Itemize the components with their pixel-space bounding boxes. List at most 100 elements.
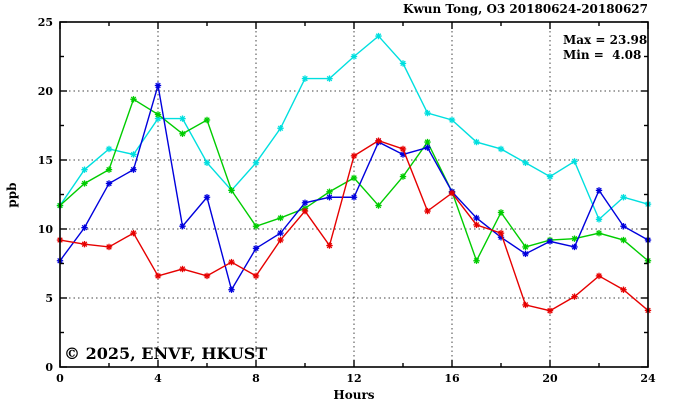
marker-stroke — [106, 146, 112, 152]
marker-stroke — [326, 188, 333, 195]
series-green-point — [179, 130, 186, 137]
series-green-point — [81, 180, 88, 187]
series-green-point — [277, 214, 284, 222]
marker-stroke — [620, 194, 627, 201]
series-red-point — [399, 145, 407, 153]
marker-stroke — [375, 137, 382, 144]
series-red-point — [277, 236, 284, 244]
x-tick-label: 16 — [444, 372, 460, 385]
marker-stroke — [253, 159, 259, 166]
series-red-point — [252, 272, 260, 280]
series-green-point — [620, 236, 627, 244]
marker-stroke — [596, 273, 602, 279]
marker-stroke — [473, 139, 480, 145]
y-tick-label: 5 — [45, 292, 53, 305]
series-blue — [56, 82, 652, 293]
marker-stroke — [204, 159, 210, 166]
marker-stroke — [106, 180, 112, 187]
marker-stroke — [130, 96, 137, 103]
series-red-point — [595, 272, 603, 280]
marker-stroke — [449, 117, 455, 123]
x-tick-label: 20 — [542, 372, 558, 385]
marker-stroke — [620, 223, 627, 230]
series-cyan-point — [448, 116, 456, 124]
marker-stroke — [326, 75, 333, 82]
series-blue-point — [228, 286, 235, 293]
marker-stroke — [326, 242, 333, 249]
series-cyan-point — [105, 145, 113, 153]
marker-stroke — [571, 293, 578, 300]
marker-stroke — [277, 230, 284, 236]
marker-stroke — [424, 208, 431, 214]
axis-layer: 0 5 10 15 20 25 0 4 8 12 16 20 24 — [38, 16, 656, 385]
series-green-point — [252, 223, 260, 230]
marker-stroke — [326, 194, 333, 201]
series-cyan-point — [424, 109, 431, 117]
marker-stroke — [547, 307, 553, 314]
series-cyan-point — [326, 75, 333, 82]
marker-stroke — [277, 125, 284, 132]
marker-stroke — [351, 53, 357, 60]
series-red-point — [522, 301, 529, 309]
marker-stroke — [302, 208, 308, 214]
marker-stroke — [620, 286, 627, 293]
series-red-point — [130, 229, 137, 237]
series-red-point — [154, 272, 162, 280]
marker-stroke — [204, 273, 210, 279]
marker-stroke — [204, 194, 210, 201]
series-green-point — [595, 229, 603, 237]
marker-stroke — [277, 215, 284, 221]
series-blue-point — [620, 223, 627, 230]
series-cyan-point — [277, 125, 284, 132]
series-blue-point — [252, 245, 260, 252]
series-red-point — [203, 272, 211, 280]
watermark: © 2025, ENVF, HKUST — [64, 344, 267, 363]
marker-stroke — [228, 286, 235, 293]
series-green-point — [228, 187, 235, 194]
series-green-point — [497, 209, 505, 216]
series-cyan-point — [350, 53, 358, 60]
marker-stroke — [400, 60, 406, 67]
series-red-point — [620, 286, 627, 293]
series-blue-point — [326, 194, 333, 201]
series-green-point — [424, 138, 431, 146]
series-cyan-point — [375, 32, 382, 40]
series-red-point — [546, 307, 554, 314]
marker-stroke — [449, 190, 455, 196]
series-red-point — [301, 207, 309, 215]
marker-stroke — [400, 146, 406, 152]
series-blue-point — [546, 238, 554, 245]
marker-stroke — [473, 222, 480, 228]
y-tick-label: 25 — [38, 16, 53, 29]
series-cyan-point — [620, 194, 627, 201]
y-tick-label: 0 — [45, 361, 53, 374]
series-green-point — [473, 257, 480, 264]
marker-stroke — [571, 244, 578, 250]
series-green-point — [571, 235, 578, 242]
series-cyan-point — [252, 159, 260, 166]
series-blue-point — [350, 194, 358, 201]
marker-stroke — [302, 200, 308, 206]
marker-stroke — [155, 82, 161, 89]
y-tick-label: 20 — [38, 85, 54, 98]
marker-stroke — [596, 216, 602, 223]
x-tick-label: 0 — [56, 372, 64, 385]
series-blue-point — [105, 180, 113, 187]
series-cyan-point — [81, 166, 88, 173]
marker-stroke — [522, 244, 529, 250]
marker-stroke — [596, 230, 602, 236]
series-blue-point — [301, 199, 309, 206]
marker-stroke — [547, 238, 553, 245]
series-blue-point — [473, 214, 480, 222]
series-cyan-point — [473, 138, 480, 146]
min-annotation: Min = 4.08 — [563, 48, 641, 62]
series-blue-point — [595, 187, 603, 194]
marker-stroke — [253, 245, 259, 252]
marker-stroke — [228, 187, 235, 194]
marker-stroke — [179, 223, 186, 230]
series-green-point — [399, 173, 407, 180]
marker-stroke — [81, 166, 88, 173]
marker-stroke — [571, 158, 578, 165]
marker-stroke — [522, 302, 529, 308]
